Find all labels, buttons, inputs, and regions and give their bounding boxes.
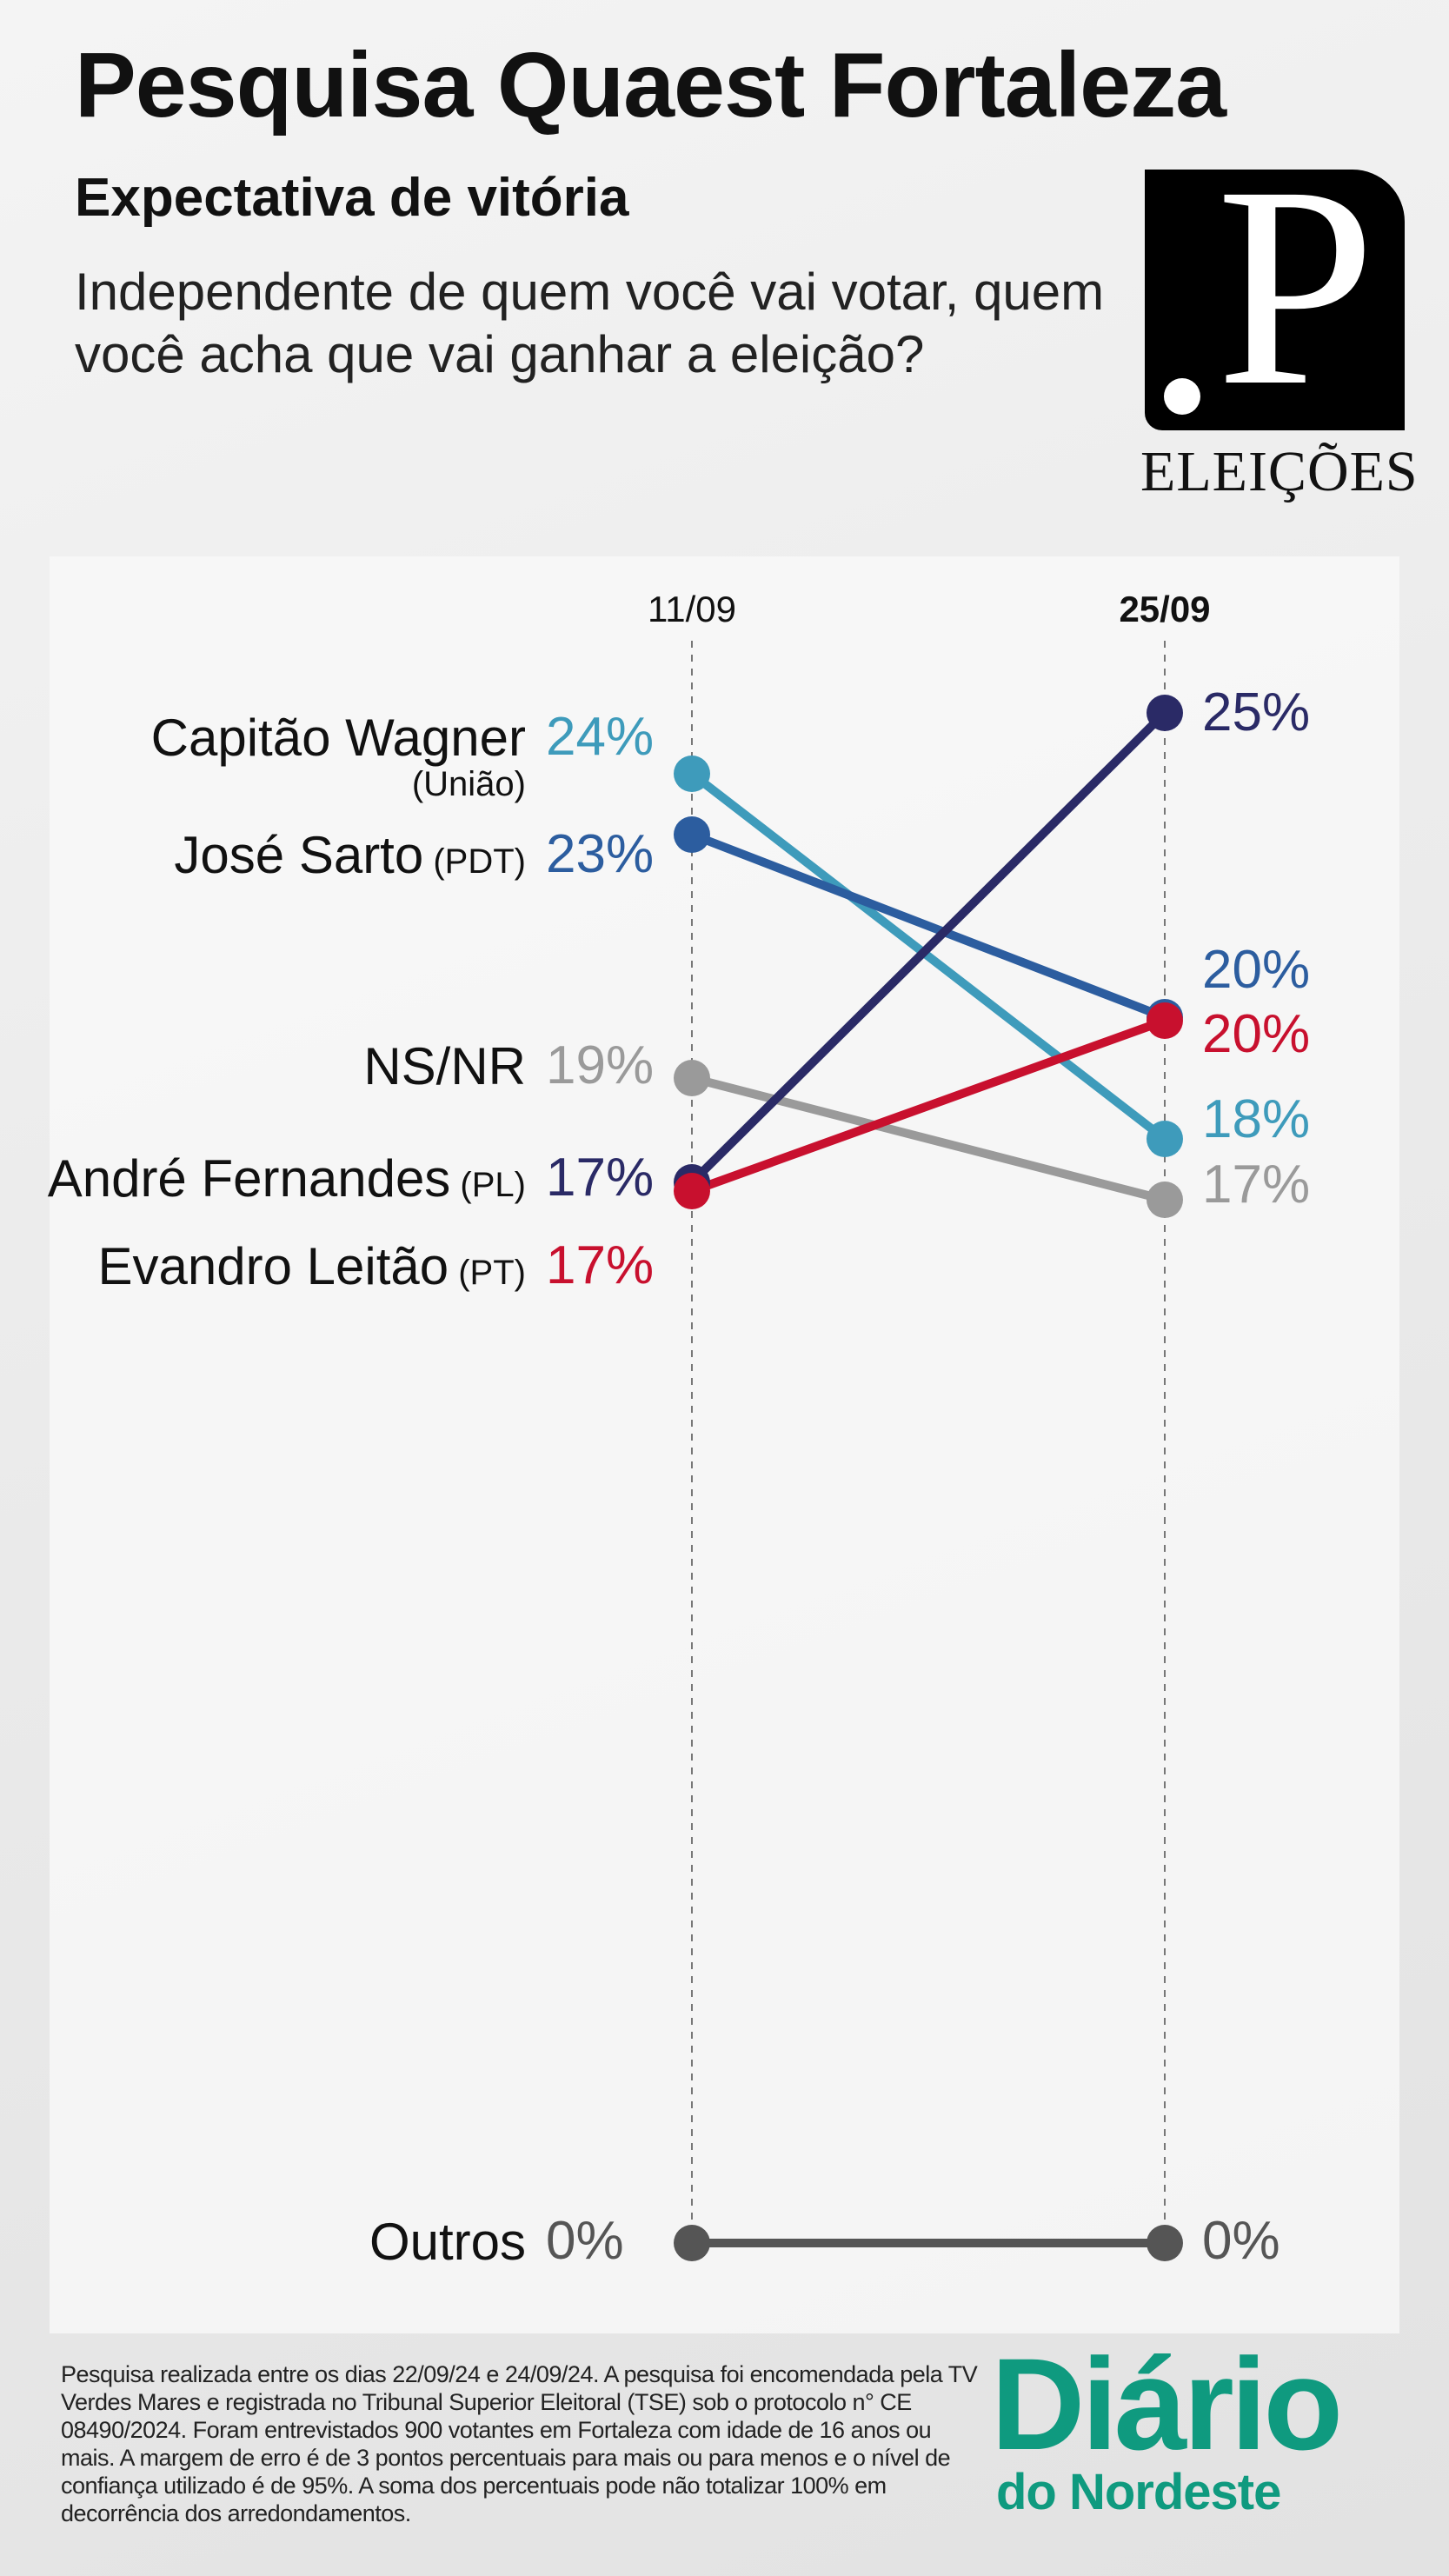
left-value-label: 17% [546, 1148, 655, 1208]
data-point [674, 1173, 710, 1209]
candidate-name: NS/NR [363, 1037, 526, 1095]
left-value-label: 0% [546, 2211, 624, 2271]
series-name: Evandro Leitão (PT) [98, 1236, 527, 1296]
right-value-label: 18% [1202, 1089, 1311, 1149]
candidate-name: Capitão Wagner [150, 709, 526, 767]
data-point [674, 1060, 710, 1096]
question: Independente de quem você vai votar, que… [75, 263, 1105, 383]
left-value-label: 19% [546, 1035, 655, 1095]
right-value-label: 20% [1202, 940, 1311, 1000]
right-value-label: 0% [1202, 2211, 1280, 2271]
diario-logo-text: Diário [991, 2331, 1343, 2477]
x-tick-label: 25/09 [1119, 589, 1210, 629]
series-line [690, 1074, 1167, 1204]
series-name: Capitão Wagner [151, 708, 526, 768]
series-name: Outros [369, 2212, 526, 2272]
page-title: Pesquisa Quaest Fortaleza [75, 34, 1226, 136]
logo-label: ELEIÇÕES [1140, 440, 1419, 503]
data-point [1147, 1002, 1183, 1039]
series-name: André Fernandes (PL) [48, 1148, 526, 1208]
data-point [674, 755, 710, 792]
party-label: (PL) [450, 1166, 526, 1204]
candidate-name: José Sarto [174, 826, 424, 884]
data-point [1147, 695, 1183, 731]
right-value-label: 17% [1202, 1155, 1311, 1215]
candidate-name: Outros [369, 2213, 526, 2271]
methodology-note: Pesquisa realizada entre os dias 22/09/2… [61, 2361, 978, 2526]
series-line [688, 770, 1168, 1142]
left-value-label: 24% [546, 707, 655, 767]
x-tick-label: 11/09 [648, 589, 736, 629]
data-point [1147, 1181, 1183, 1218]
left-value-label: 23% [546, 824, 655, 884]
data-point [1147, 1121, 1183, 1157]
series-name: NS/NR [363, 1036, 526, 1096]
data-point [1147, 2225, 1183, 2261]
party-label: (PT) [449, 1254, 526, 1292]
right-value-label: 20% [1202, 1004, 1311, 1064]
right-value-label: 25% [1202, 682, 1311, 742]
candidate-name: André Fernandes [47, 1149, 451, 1208]
diario-logo-subtext: do Nordeste [996, 2464, 1281, 2520]
data-point [674, 816, 710, 853]
candidate-name: Evandro Leitão [97, 1237, 449, 1295]
o-povo-logo: P [1145, 143, 1405, 430]
data-point [674, 2225, 710, 2261]
series-line [688, 709, 1168, 1186]
series-line [690, 1016, 1167, 1195]
chart-panel [50, 556, 1399, 2333]
subtitle: Expectativa de vitória [75, 168, 629, 228]
series-line [690, 830, 1167, 1022]
series-name: José Sarto (PDT) [174, 825, 526, 885]
party-label: (PDT) [423, 842, 526, 881]
party-label: (União) [411, 765, 526, 803]
left-value-label: 17% [546, 1235, 655, 1295]
